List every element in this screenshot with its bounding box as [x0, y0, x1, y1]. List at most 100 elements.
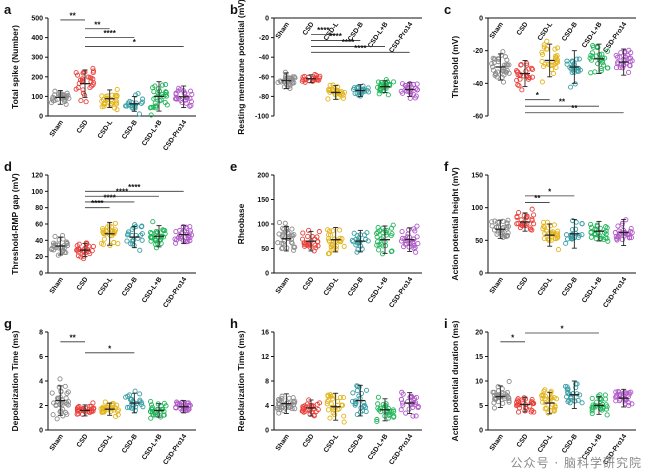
data-point: [65, 402, 71, 408]
data-point: [52, 88, 58, 94]
panel-a: a Total spike (Number) 0 100 200 300 400 500 Sha…: [4, 2, 196, 152]
panel-letter: i: [444, 316, 448, 331]
data-point: [540, 226, 546, 232]
data-point: [290, 233, 296, 239]
data-point: [406, 244, 412, 250]
data-point: [528, 226, 534, 233]
data-point: [593, 236, 599, 242]
data-point: [612, 230, 618, 236]
data-point: [377, 88, 383, 94]
data-point: [601, 62, 607, 68]
data-point: [90, 243, 96, 249]
data-point: [521, 213, 527, 219]
data-point: [289, 232, 295, 238]
data-point: [330, 82, 336, 88]
data-point: [374, 230, 380, 237]
data-point: [328, 401, 334, 407]
data-point: [130, 237, 137, 243]
data-point: [313, 73, 320, 79]
data-point: [613, 398, 619, 404]
y-tick-label: 12: [261, 354, 269, 361]
y-tick-label: 60: [35, 222, 43, 229]
data-point: [337, 394, 344, 401]
data-point: [158, 97, 164, 103]
y-tick-label: 150: [257, 197, 269, 204]
data-point: [309, 409, 315, 415]
data-point: [341, 419, 347, 425]
data-point: [410, 413, 416, 419]
data-point: [620, 65, 626, 71]
data-point: [350, 390, 356, 396]
data-point: [112, 220, 118, 226]
category-label: Sham: [489, 21, 505, 40]
data-point: [160, 228, 167, 234]
data-point: [391, 79, 397, 85]
significance-label: **: [534, 194, 541, 203]
data-point: [181, 91, 187, 97]
data-point: [176, 95, 182, 101]
y-axis-label: Total spike (Number): [10, 25, 20, 109]
data-point: [527, 75, 533, 81]
y-tick-label: 200: [257, 173, 269, 180]
data-point: [364, 387, 370, 393]
data-point: [604, 235, 610, 241]
significance-label: **: [70, 333, 77, 342]
data-point: [376, 247, 382, 253]
data-point: [411, 245, 417, 251]
data-point: [292, 244, 298, 250]
data-point: [279, 240, 285, 246]
data-point: [164, 102, 170, 108]
data-point: [619, 237, 625, 243]
data-point: [314, 401, 320, 407]
y-tick-label: 0: [39, 114, 43, 121]
data-point: [187, 103, 193, 109]
data-point: [410, 236, 417, 242]
data-point: [101, 409, 107, 415]
data-point: [399, 228, 405, 235]
data-point: [501, 233, 507, 239]
data-point: [597, 57, 603, 63]
data-point: [289, 240, 295, 246]
category-label: Sham: [489, 276, 505, 295]
data-point: [131, 224, 137, 230]
data-point: [62, 249, 68, 255]
data-point: [341, 243, 347, 249]
data-point: [128, 241, 134, 247]
data-point: [505, 223, 511, 230]
category-label: CSD-L: [537, 433, 555, 454]
data-point: [602, 396, 609, 402]
category-label: Sham: [275, 276, 291, 295]
y-tick-label: 100: [31, 94, 43, 101]
data-point: [75, 247, 81, 253]
significance-label: ****: [103, 29, 116, 38]
y-tick-label: 0: [479, 271, 483, 278]
data-point: [375, 405, 381, 411]
data-point: [112, 105, 118, 111]
data-point: [58, 244, 64, 250]
data-point: [126, 392, 133, 398]
data-point: [304, 401, 310, 407]
data-point: [399, 235, 405, 242]
y-tick-label: 6: [39, 354, 43, 361]
y-tick-label: 0: [479, 16, 483, 23]
y-tick-label: 50: [261, 246, 269, 253]
data-point: [542, 387, 548, 393]
data-point: [563, 232, 570, 238]
data-point: [494, 231, 500, 237]
y-tick-label: -20: [259, 35, 269, 42]
data-point: [616, 389, 622, 395]
data-point: [595, 393, 601, 399]
data-point: [541, 42, 547, 48]
y-axis-label: Action potential duration (ms): [450, 320, 460, 441]
data-point: [52, 233, 58, 239]
data-point: [579, 221, 585, 227]
data-point: [545, 61, 551, 67]
data-point: [341, 413, 347, 419]
data-point: [539, 58, 545, 65]
data-point: [123, 394, 129, 400]
y-axis-label: Resting membrane potential (mV): [236, 0, 246, 135]
data-point: [87, 75, 93, 81]
data-point: [48, 100, 55, 106]
category-label: CSD: [516, 21, 530, 37]
